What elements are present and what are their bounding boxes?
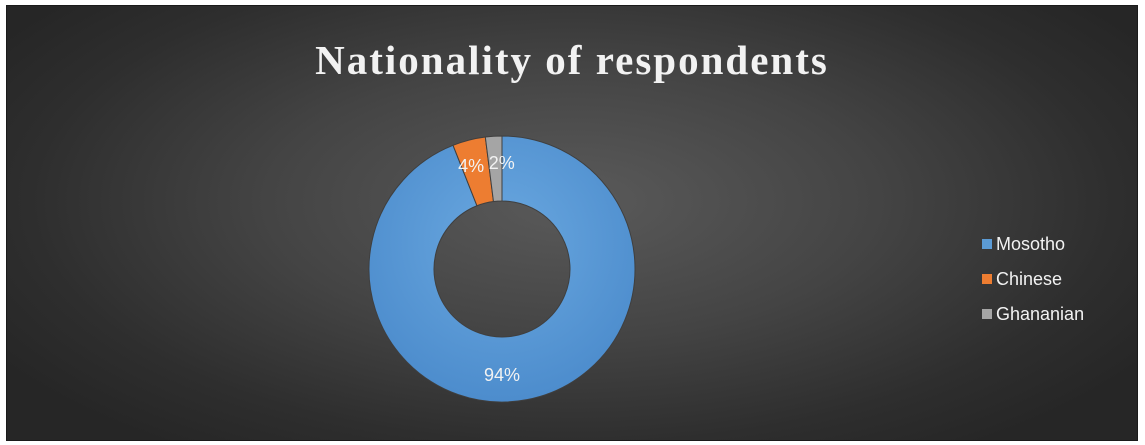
slice-mosotho [368, 135, 636, 403]
legend: Mosotho Chinese Ghananian [982, 232, 1084, 337]
legend-item-chinese: Chinese [982, 267, 1084, 291]
legend-label: Mosotho [996, 233, 1066, 254]
donut-chart: 94% 4% 2% [368, 135, 636, 403]
legend-swatch [982, 239, 992, 249]
legend-label: Chinese [996, 268, 1063, 289]
data-label-mosotho: 94% [484, 365, 520, 385]
chart-title: Nationality of respondents [315, 37, 829, 83]
chart-area: Nationality of respondents 94% 4% 2% Mosot… [6, 5, 1138, 441]
data-label-ghananian: 2% [489, 153, 515, 173]
legend-item-ghananian: Ghananian [982, 302, 1084, 326]
legend-item-mosotho: Mosotho [982, 232, 1084, 256]
slice-ghananian [484, 135, 503, 203]
legend-swatch [982, 309, 992, 319]
legend-swatch [982, 274, 992, 284]
legend-label: Ghananian [996, 303, 1085, 324]
data-label-chinese: 4% [458, 156, 484, 176]
